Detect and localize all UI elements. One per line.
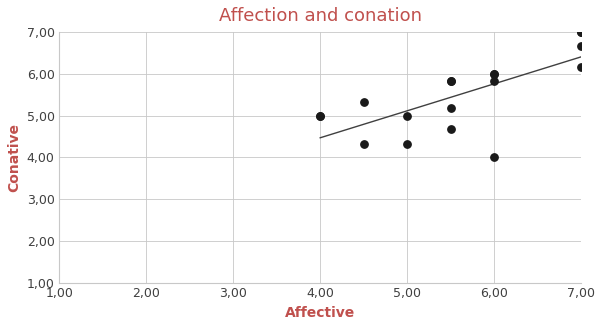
X-axis label: Affective: Affective [285, 306, 355, 320]
Point [576, 29, 586, 35]
Y-axis label: Conative: Conative [7, 123, 21, 192]
Point [489, 78, 499, 83]
Point [446, 106, 456, 111]
Point [402, 141, 412, 146]
Point [359, 99, 368, 104]
Point [576, 64, 586, 69]
Point [446, 127, 456, 132]
Point [402, 113, 412, 118]
Title: Affection and conation: Affection and conation [219, 7, 422, 25]
Point [446, 78, 456, 83]
Point [315, 113, 325, 118]
Point [489, 71, 499, 77]
Point [315, 113, 325, 118]
Point [576, 29, 586, 35]
Point [576, 43, 586, 48]
Point [489, 71, 499, 77]
Point [489, 155, 499, 160]
Point [446, 78, 456, 83]
Point [359, 141, 368, 146]
